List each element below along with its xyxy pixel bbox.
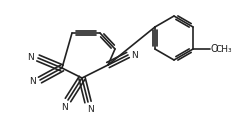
Text: N: N: [28, 54, 34, 62]
Text: N: N: [87, 105, 93, 114]
Text: O: O: [210, 44, 218, 54]
Text: N: N: [30, 77, 36, 86]
Text: CH₃: CH₃: [216, 45, 232, 54]
Text: N: N: [132, 51, 138, 60]
Text: N: N: [62, 102, 68, 112]
